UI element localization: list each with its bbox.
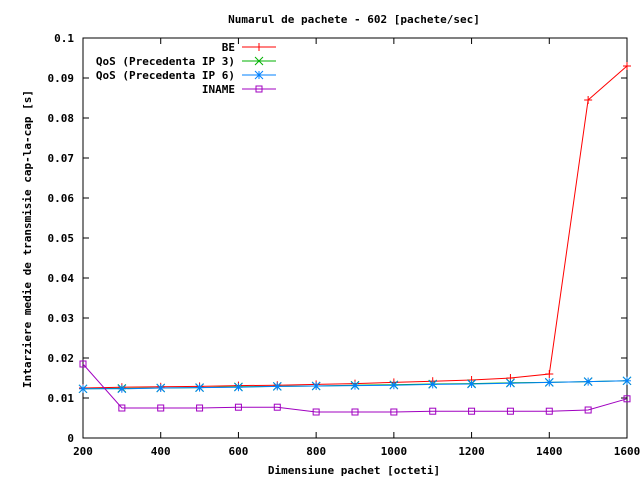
data-point — [389, 380, 399, 390]
data-point — [429, 407, 437, 415]
y-tick-label: 0 — [67, 432, 74, 445]
y-tick-label: 0.06 — [48, 192, 75, 205]
data-point — [544, 378, 554, 387]
data-point — [545, 407, 553, 415]
y-tick-label: 0.05 — [48, 232, 75, 245]
data-point — [622, 376, 632, 386]
legend-marker — [254, 56, 264, 66]
data-point — [156, 383, 166, 393]
series-3 — [79, 360, 631, 416]
data-point — [234, 403, 242, 411]
x-tick-label: 800 — [306, 445, 326, 458]
data-point — [506, 378, 515, 388]
legend-entry-label: QoS (Precedenta IP 6) — [96, 69, 235, 82]
data-point — [312, 408, 320, 416]
y-tick-label: 0.02 — [48, 352, 75, 365]
data-point — [195, 383, 204, 392]
data-point — [157, 404, 165, 412]
data-point — [351, 408, 359, 416]
x-tick-label: 1400 — [536, 445, 563, 458]
series-2 — [78, 376, 632, 394]
series-0 — [79, 62, 631, 392]
legend-marker — [255, 85, 263, 93]
data-point — [584, 406, 592, 414]
data-point — [506, 407, 514, 415]
data-point — [273, 403, 281, 411]
series-line — [82, 65, 628, 389]
y-tick-label: 0.1 — [54, 32, 74, 45]
data-point — [545, 370, 554, 378]
y-tick-label: 0.03 — [48, 312, 75, 325]
legend-entry-label: BE — [222, 41, 235, 54]
x-tick-label: 600 — [228, 445, 248, 458]
data-point — [272, 382, 282, 391]
data-point — [584, 96, 593, 104]
plot-area: 0 0.01 0.02 0.03 0.04 0.05 0.06 0.07 0.08 0.09 0.1… — [48, 32, 640, 458]
data-point — [623, 62, 631, 70]
data-point — [390, 408, 398, 416]
x-tick-label: 1000 — [381, 445, 408, 458]
data-point — [78, 384, 88, 394]
x-axis-label: Dimensiune pachet [octeti] — [268, 464, 440, 477]
data-point — [234, 382, 243, 392]
plot-frame — [82, 37, 628, 439]
y-tick-label: 0.09 — [48, 72, 75, 85]
legend-entry-label: INAME — [202, 83, 235, 96]
data-point — [350, 381, 360, 390]
x-tick-label: 400 — [151, 445, 171, 458]
data-point — [468, 407, 476, 415]
legend-marker — [254, 70, 264, 80]
data-point — [79, 360, 87, 368]
x-tick-label: 1600 — [614, 445, 640, 458]
chart-title: Numarul de pachete - 602 [pachete/sec] — [228, 13, 480, 26]
data-point — [583, 377, 593, 386]
legend-marker — [255, 43, 263, 51]
x-tick-label: 200 — [73, 445, 93, 458]
data-point — [623, 395, 631, 403]
data-point — [428, 380, 438, 389]
data-point — [117, 384, 127, 394]
y-axis-label: Intarziere medie de transmisie cap-la-ca… — [21, 90, 34, 388]
data-point — [118, 404, 126, 412]
y-tick-label: 0.07 — [48, 152, 75, 165]
data-point — [196, 404, 204, 412]
y-tick-label: 0.04 — [48, 272, 75, 285]
series-line — [82, 363, 628, 413]
y-tick-label: 0.08 — [48, 112, 75, 125]
x-tick-label: 1200 — [458, 445, 485, 458]
data-point — [467, 379, 476, 389]
data-point — [311, 381, 321, 391]
y-tick-label: 0.01 — [48, 392, 75, 405]
legend-entry-label: QoS (Precedenta IP 3) — [96, 55, 235, 68]
